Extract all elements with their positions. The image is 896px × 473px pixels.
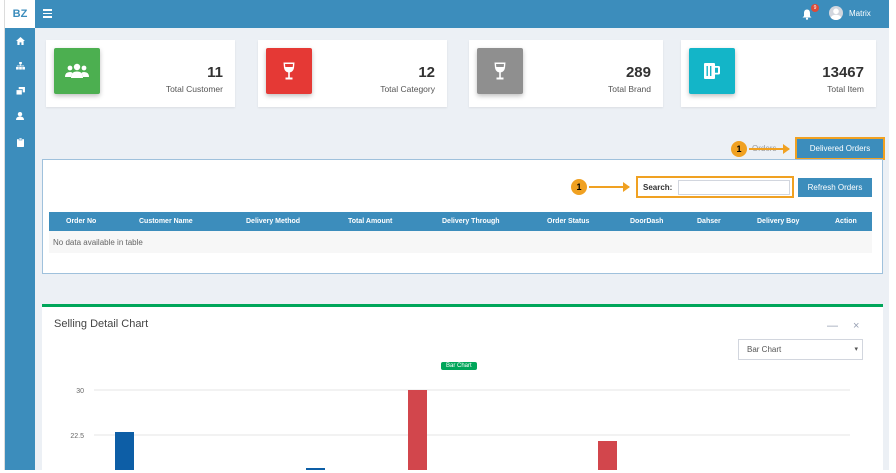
top-navbar: 9 Matrix	[35, 0, 889, 28]
stat-box-categories: 12 Total Category	[258, 40, 447, 107]
home-icon[interactable]	[5, 33, 35, 49]
chart-bar[interactable]	[115, 432, 134, 470]
orders-table-header: Order No Customer Name Delivery Method T…	[49, 212, 872, 231]
chart-bar[interactable]	[306, 468, 325, 470]
chart-bar[interactable]	[408, 390, 427, 470]
stat-value: 11	[207, 64, 223, 81]
column-header[interactable]: Delivery Through	[442, 218, 500, 225]
column-header[interactable]: Dahser	[697, 218, 721, 225]
stat-value: 289	[625, 64, 651, 81]
stat-label: Total Item	[827, 84, 864, 94]
table-empty-message: No data available in table	[49, 231, 872, 253]
chart-type-value: Bar Chart	[747, 345, 782, 354]
stat-label: Total Brand	[608, 84, 651, 94]
menu-toggle-icon[interactable]	[43, 9, 52, 18]
bell-icon[interactable]	[802, 7, 812, 25]
chart-title: Selling Detail Chart	[54, 318, 149, 330]
user-icon[interactable]	[5, 108, 35, 124]
minimize-icon[interactable]: —	[827, 320, 838, 332]
column-header[interactable]: Order No	[66, 218, 97, 225]
stat-label: Total Category	[380, 84, 435, 94]
search-label: Search:	[643, 183, 673, 192]
y-tick-label: 30	[76, 388, 84, 395]
tab-delivered-orders[interactable]: Delivered Orders	[795, 137, 885, 160]
clone-icon[interactable]	[5, 83, 35, 99]
wine-glass-icon	[266, 48, 312, 94]
chart-legend-badge: Bar Chart	[441, 362, 477, 370]
column-header[interactable]: Delivery Method	[246, 218, 301, 225]
clipboard-icon[interactable]	[5, 134, 35, 150]
callout-arrow	[749, 144, 790, 154]
bar-chart: 30 22.5	[70, 388, 850, 470]
callout-marker: 1	[571, 179, 587, 195]
chart-bar[interactable]	[598, 441, 617, 470]
beer-mug-icon	[689, 48, 735, 94]
chevron-down-icon: ▾	[854, 346, 858, 353]
stat-box-brands: 289 Total Brand	[469, 40, 663, 107]
column-header[interactable]: Order Status	[547, 218, 590, 225]
callout-arrow	[589, 182, 630, 192]
y-tick-label: 22.5	[70, 433, 84, 440]
column-header[interactable]: Total Amount	[348, 218, 393, 225]
refresh-orders-button[interactable]: Refresh Orders	[798, 178, 872, 197]
callout-marker: 1	[731, 141, 747, 157]
column-header[interactable]: Delivery Boy	[757, 218, 800, 225]
close-icon[interactable]: ×	[853, 320, 860, 332]
selling-chart-panel: 30 22.5 Selling Detail Chart — × Bar Char…	[42, 304, 883, 470]
app-window: BZ 9 Matrix 11 Total Cu	[4, 0, 889, 470]
stat-label: Total Customer	[165, 84, 223, 94]
column-header[interactable]: DoorDash	[630, 218, 664, 225]
sidebar: BZ	[5, 0, 35, 470]
avatar[interactable]	[829, 6, 843, 20]
users-icon	[54, 48, 100, 94]
notification-count-badge: 9	[811, 4, 819, 12]
user-name[interactable]: Matrix	[849, 9, 871, 18]
brand-logo[interactable]: BZ	[5, 0, 35, 28]
search-box: Search:	[636, 176, 794, 198]
column-header[interactable]: Action	[835, 218, 857, 225]
sitemap-icon[interactable]	[5, 58, 35, 74]
stat-value: 12	[418, 64, 435, 81]
stat-box-customers: 11 Total Customer	[46, 40, 235, 107]
stat-box-items: 13467 Total Item	[681, 40, 876, 107]
column-header[interactable]: Customer Name	[139, 218, 193, 225]
wine-glass-icon	[477, 48, 523, 94]
search-input[interactable]	[678, 180, 790, 195]
chart-type-select[interactable]: Bar Chart ▾	[738, 339, 863, 360]
stat-value: 13467	[822, 64, 864, 81]
